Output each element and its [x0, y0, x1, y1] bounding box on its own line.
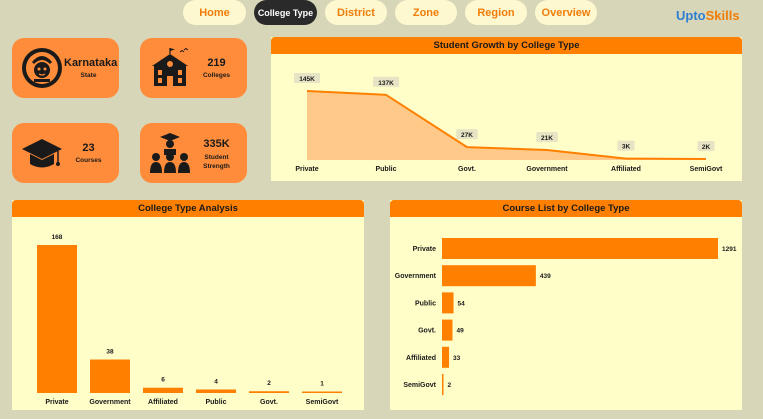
- top-nav: Home College Type District Zone Region O…: [183, 0, 597, 26]
- bar-semigovt: [302, 391, 342, 393]
- data-label-bg-semigovt: [697, 141, 715, 152]
- data-label-affiliated: 3K: [622, 144, 631, 151]
- bar-value-govt: 49: [456, 328, 464, 335]
- kpi-courses-card: 23 Courses: [12, 123, 119, 183]
- y-tick-affiliated: Affiliated: [406, 355, 436, 362]
- bar-affiliated: [143, 387, 183, 393]
- graduation-cap-icon: [22, 139, 62, 168]
- bar-value-government: 439: [540, 273, 551, 280]
- data-label-government: 21K: [541, 135, 553, 142]
- bar-government: [442, 265, 536, 287]
- data-label-private: 145K: [299, 76, 315, 83]
- course-list-panel: Course List by College Type Private 1291 G…: [390, 200, 742, 410]
- bar-public: [196, 389, 236, 393]
- bar-private: [442, 238, 718, 259]
- y-tick-private: Private: [413, 246, 436, 253]
- x-tick-private: Private: [45, 399, 68, 406]
- kpi-colleges-label: Colleges: [202, 72, 231, 79]
- bar-value-private: 168: [52, 234, 63, 241]
- college-type-analysis-panel: College Type Analysis 168 Private 38 Govern…: [12, 200, 364, 410]
- data-label-semigovt: 2K: [702, 144, 711, 151]
- bar-govt: [249, 391, 289, 393]
- bar-private: [37, 245, 77, 393]
- data-label-govt: 27K: [461, 132, 473, 139]
- bar-value-affiliated: 6: [161, 377, 165, 384]
- data-label-bg-affiliated: [617, 140, 635, 151]
- brand-logo: UptoSkills: [676, 8, 740, 23]
- karnataka-emblem-icon: [22, 48, 62, 88]
- data-label-bg-govt: [456, 129, 478, 140]
- kpi-courses-label: Courses: [75, 157, 102, 164]
- y-tick-govt: Govt.: [418, 328, 436, 335]
- data-label-public: 137K: [378, 80, 394, 87]
- bar-value-public: 4: [214, 378, 218, 385]
- college-type-analysis-title: College Type Analysis: [12, 200, 364, 217]
- bar-govt: [442, 319, 453, 341]
- y-tick-government: Government: [395, 273, 437, 280]
- brand-part1: Upto: [676, 8, 706, 23]
- x-tick-government: Government: [89, 399, 131, 406]
- nav-zone-button[interactable]: Zone: [395, 0, 457, 25]
- x-tick-public: Public: [205, 399, 226, 406]
- student-growth-chart: 145K Private 137K Public 27K Govt. 21K Governme…: [294, 73, 723, 173]
- bar-public: [442, 292, 454, 314]
- x-tick-govt: Govt.: [260, 399, 278, 406]
- bar-semigovt: [442, 374, 444, 395]
- kpi-colleges-card: 219 Colleges: [140, 38, 247, 98]
- x-tick-government: Government: [526, 166, 568, 173]
- nav-overview-button[interactable]: Overview: [535, 0, 597, 25]
- kpi-colleges-value: 219: [207, 57, 226, 69]
- student-growth-panel: Student Growth by College Type 145K Priva…: [271, 37, 742, 181]
- college-type-analysis-chart: 168 Private 38 Government 6 Affiliated 4 Public…: [37, 234, 342, 406]
- series-line: [306, 90, 707, 161]
- x-tick-public: Public: [375, 166, 396, 173]
- bar-value-affiliated: 33: [453, 355, 461, 362]
- area-fill: [307, 91, 706, 160]
- data-label-bg-government: [536, 132, 558, 143]
- nav-home-button[interactable]: Home: [183, 0, 246, 25]
- student-growth-title: Student Growth by College Type: [271, 37, 742, 54]
- x-tick-govt: Govt.: [458, 166, 476, 173]
- college-building-icon: [152, 47, 189, 86]
- x-tick-private: Private: [295, 166, 318, 173]
- kpi-state-card: Karnataka State: [12, 38, 119, 98]
- bar-affiliated: [442, 346, 450, 368]
- students-group-icon: [150, 133, 190, 173]
- bar-value-govt: 2: [267, 380, 271, 387]
- kpi-students-card: 335K Student Strength: [140, 123, 247, 183]
- bar-value-semigovt: 2: [448, 382, 452, 389]
- course-list-title: Course List by College Type: [390, 200, 742, 217]
- course-list-chart: Private 1291 Government 439 Public 54 Govt. 49 A…: [395, 238, 737, 395]
- x-tick-affiliated: Affiliated: [611, 166, 641, 173]
- y-tick-semigovt: SemiGovt: [403, 382, 436, 389]
- kpi-students-value: 335K: [203, 138, 230, 150]
- kpi-state-value: Karnataka: [64, 57, 118, 69]
- bar-government: [90, 359, 130, 393]
- nav-district-button[interactable]: District: [325, 0, 387, 25]
- bar-value-public: 54: [458, 300, 466, 307]
- data-label-bg-private: [294, 73, 320, 83]
- bar-value-semigovt: 1: [320, 381, 324, 388]
- nav-college-type-button[interactable]: College Type: [254, 0, 317, 25]
- data-label-bg-public: [373, 76, 399, 87]
- bar-value-government: 38: [106, 349, 114, 356]
- x-tick-affiliated: Affiliated: [148, 399, 178, 406]
- x-tick-semigovt: SemiGovt: [306, 399, 339, 406]
- kpi-state-label: State: [80, 72, 97, 79]
- nav-region-button[interactable]: Region: [465, 0, 527, 25]
- bar-value-private: 1291: [722, 246, 737, 253]
- kpi-courses-value: 23: [82, 142, 95, 154]
- kpi-students-label: Student Strength: [203, 154, 230, 170]
- brand-part2: Skills: [705, 8, 740, 23]
- x-tick-semigovt: SemiGovt: [690, 166, 723, 173]
- y-tick-public: Public: [415, 300, 436, 307]
